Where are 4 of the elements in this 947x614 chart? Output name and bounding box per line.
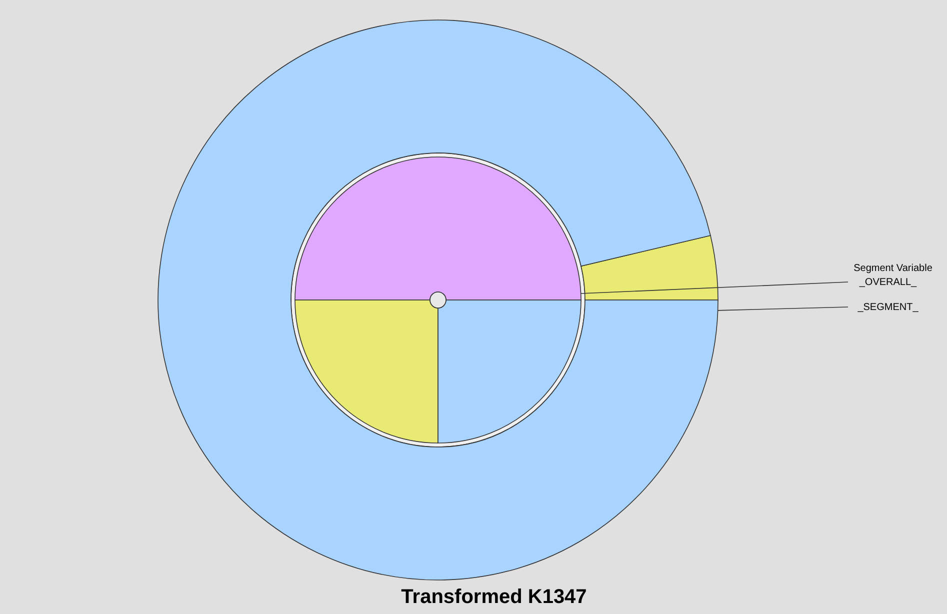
legend-title: Segment Variable <box>854 263 933 274</box>
slice-label: _OVERALL_ <box>858 277 918 288</box>
text: Transformed K1347 <box>401 586 587 608</box>
slice-label: _SEGMENT_ <box>856 302 919 313</box>
